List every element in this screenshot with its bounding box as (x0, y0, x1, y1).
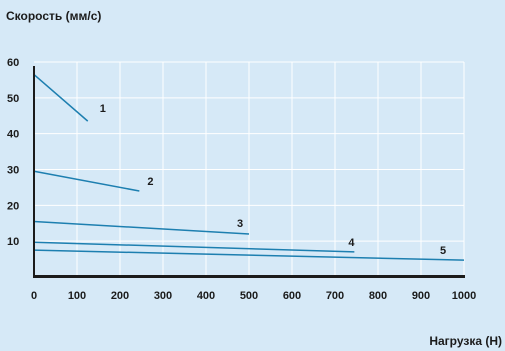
y-tick-label-4: 50 (7, 93, 19, 105)
y-tick-label-5: 60 (7, 57, 19, 69)
y-tick-label-3: 40 (7, 129, 19, 141)
x-tick-label-8: 800 (369, 290, 387, 302)
x-tick-label-2: 200 (111, 290, 129, 302)
x-axis-label: Нагрузка (Н) (429, 334, 502, 348)
series-line-2 (33, 170, 140, 192)
x-tick-label-1: 100 (68, 290, 86, 302)
y-axis-label: Скорость (мм/с) (6, 9, 101, 23)
x-tick-label-5: 500 (240, 290, 258, 302)
series-line-5 (33, 249, 465, 261)
y-tick-label-0: 10 (7, 236, 19, 248)
x-tick-label-6: 600 (283, 290, 301, 302)
y-tick-labels: 10 20 30 40 50 60 (7, 57, 19, 248)
x-tick-label-9: 900 (412, 290, 430, 302)
x-tick-label-4: 400 (197, 290, 215, 302)
series-label-2: 2 (147, 176, 153, 188)
y-tick-label-1: 20 (7, 200, 19, 212)
series-line-3 (33, 220, 250, 235)
series-label-3: 3 (237, 218, 243, 230)
series-line-1 (33, 73, 89, 122)
series-label-5: 5 (440, 245, 446, 257)
x-tick-label-0: 0 (31, 290, 37, 302)
x-tick-label-7: 700 (326, 290, 344, 302)
series-line-4 (33, 241, 355, 253)
x-tick-label-10: 1000 (452, 290, 476, 302)
series-label-1: 1 (100, 103, 106, 115)
grid (34, 61, 465, 277)
axes (33, 66, 465, 278)
x-tick-label-3: 300 (154, 290, 172, 302)
series-lines (33, 73, 465, 261)
series-labels: 1 2 3 4 5 (100, 103, 446, 257)
x-tick-labels: 0 100 200 300 400 500 600 700 800 900 1000 (31, 290, 476, 302)
y-tick-label-2: 30 (7, 165, 19, 177)
series-label-4: 4 (348, 237, 355, 249)
